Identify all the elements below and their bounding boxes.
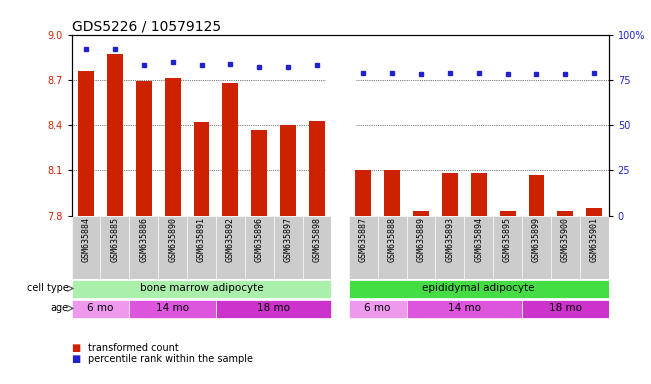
Bar <box>130 215 158 279</box>
Text: GSM635901: GSM635901 <box>590 217 599 262</box>
Text: GSM635900: GSM635900 <box>561 217 570 262</box>
Bar <box>587 208 602 215</box>
Text: GSM635888: GSM635888 <box>387 217 396 262</box>
Text: GSM635895: GSM635895 <box>503 217 512 262</box>
Bar <box>384 170 400 215</box>
Bar <box>413 211 429 215</box>
Bar <box>378 215 407 279</box>
Text: GSM635896: GSM635896 <box>255 217 264 262</box>
Bar <box>551 215 580 279</box>
Bar <box>436 215 464 279</box>
Bar <box>407 300 522 318</box>
Bar <box>193 122 210 215</box>
Bar <box>72 300 130 318</box>
Text: GSM635886: GSM635886 <box>139 217 148 262</box>
Bar <box>471 173 487 215</box>
Text: transformed count: transformed count <box>88 343 178 353</box>
Text: GSM635894: GSM635894 <box>474 217 483 262</box>
Bar <box>216 215 245 279</box>
Bar <box>522 215 551 279</box>
Text: GSM635884: GSM635884 <box>81 217 90 262</box>
Text: 14 mo: 14 mo <box>156 303 189 313</box>
Text: 14 mo: 14 mo <box>448 303 481 313</box>
Bar <box>464 215 493 279</box>
Text: ■: ■ <box>72 343 81 353</box>
Bar <box>130 300 216 318</box>
Bar <box>280 125 296 215</box>
Bar <box>529 175 544 215</box>
Bar <box>331 215 349 279</box>
Text: GSM635897: GSM635897 <box>284 217 293 262</box>
Bar <box>303 215 331 279</box>
Text: GSM635887: GSM635887 <box>359 217 368 262</box>
Bar <box>72 215 100 279</box>
Text: 6 mo: 6 mo <box>87 303 114 313</box>
Bar <box>223 83 238 215</box>
Text: 18 mo: 18 mo <box>549 303 582 313</box>
Text: percentile rank within the sample: percentile rank within the sample <box>88 354 253 364</box>
Bar <box>500 211 516 215</box>
Text: GSM635891: GSM635891 <box>197 217 206 262</box>
Bar <box>273 215 303 279</box>
Bar <box>407 215 436 279</box>
Text: GSM635889: GSM635889 <box>417 217 426 262</box>
Text: GSM635890: GSM635890 <box>168 217 177 262</box>
Text: 6 mo: 6 mo <box>365 303 391 313</box>
Bar <box>355 170 371 215</box>
Bar <box>580 215 609 279</box>
Bar <box>522 300 609 318</box>
Bar <box>187 215 216 279</box>
Bar <box>107 54 123 215</box>
Bar <box>216 300 331 318</box>
Text: GSM635899: GSM635899 <box>532 217 541 262</box>
Bar <box>349 215 378 279</box>
Text: ■: ■ <box>72 354 81 364</box>
Text: GSM635885: GSM635885 <box>111 217 119 262</box>
Text: GSM635892: GSM635892 <box>226 217 235 262</box>
Bar <box>557 211 574 215</box>
Text: GSM635893: GSM635893 <box>445 217 454 262</box>
Bar <box>72 280 331 298</box>
Bar <box>136 81 152 215</box>
Text: 18 mo: 18 mo <box>257 303 290 313</box>
Text: GDS5226 / 10579125: GDS5226 / 10579125 <box>72 20 221 33</box>
Bar <box>251 129 268 215</box>
Bar <box>349 280 609 298</box>
Text: epididymal adipocyte: epididymal adipocyte <box>422 283 535 293</box>
Text: age: age <box>51 303 69 313</box>
Text: cell type: cell type <box>27 283 69 293</box>
Bar <box>349 300 407 318</box>
Text: bone marrow adipocyte: bone marrow adipocyte <box>140 283 264 293</box>
Bar <box>158 215 187 279</box>
Bar <box>100 215 130 279</box>
Bar <box>78 71 94 215</box>
Bar <box>442 173 458 215</box>
Bar <box>245 215 273 279</box>
Text: GSM635898: GSM635898 <box>312 217 322 262</box>
Bar <box>326 35 355 215</box>
Bar <box>165 78 180 215</box>
Bar <box>493 215 522 279</box>
Bar <box>309 121 325 215</box>
